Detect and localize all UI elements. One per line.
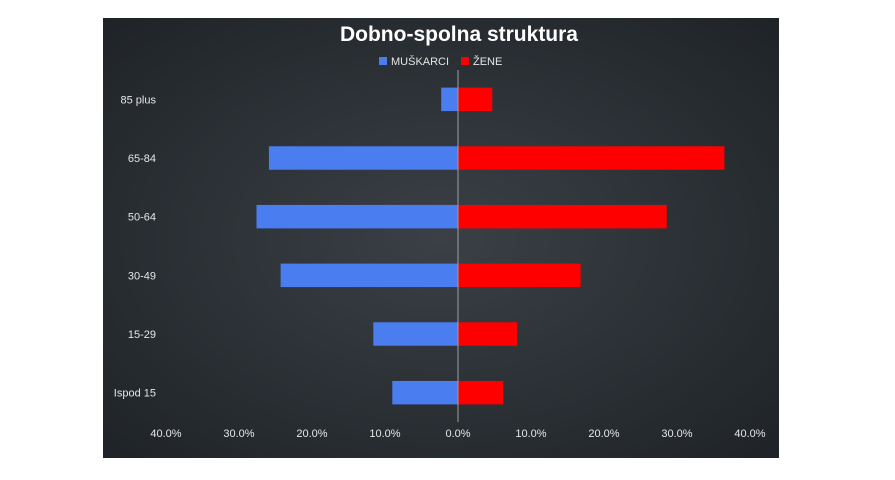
bar-zene-2 (458, 204, 667, 229)
category-labels: 85 plus 65-84 50-64 30-49 15-29 Ispod 15 (114, 94, 157, 399)
x-tick-label-5: 10.0% (515, 428, 546, 440)
bar-muskarci-2 (256, 204, 458, 229)
x-tick-label-4: 0.0% (445, 428, 470, 440)
chart-area: Dobno-spolna struktura MUŠKARCI ŽENE 85 … (103, 18, 779, 458)
category-label-2: 50-64 (128, 212, 156, 224)
bar-muskarci-1 (268, 146, 458, 170)
x-tick-label-8: 40.0% (734, 428, 765, 440)
category-label-5: Ispod 15 (114, 388, 156, 400)
x-tick-label-7: 30.0% (661, 428, 692, 440)
bar-zene-3 (458, 263, 581, 288)
legend-label-muskarci: MUŠKARCI (391, 55, 449, 68)
x-axis-tick-labels: 40.0% 30.0% 20.0% 10.0% 0.0% 10.0% 20.0% 30.0% 4… (150, 428, 765, 440)
bar-muskarci-3 (280, 263, 458, 288)
legend-label-zene: ŽENE (473, 55, 502, 68)
category-label-1: 65-84 (128, 153, 156, 165)
x-tick-label-3: 10.0% (369, 428, 400, 440)
x-tick-label-0: 40.0% (150, 428, 181, 440)
x-tick-label-6: 20.0% (588, 428, 619, 440)
category-label-0: 85 plus (121, 94, 157, 106)
category-label-3: 30-49 (128, 270, 156, 282)
bars-layer (256, 87, 725, 405)
chart-title: Dobno-spolna struktura (340, 23, 578, 46)
x-tick-label-1: 30.0% (223, 428, 254, 440)
legend-swatch-zene (461, 57, 469, 65)
legend-swatch-muskarci (379, 57, 387, 65)
bar-zene-4 (458, 322, 518, 346)
bar-muskarci-5 (392, 380, 458, 405)
x-tick-label-2: 20.0% (296, 428, 327, 440)
bar-zene-1 (458, 146, 725, 170)
bar-zene-0 (458, 87, 493, 112)
pyramid-chart: Dobno-spolna struktura MUŠKARCI ŽENE 85 … (114, 23, 766, 440)
bar-zene-5 (458, 380, 504, 405)
bar-muskarci-4 (373, 322, 458, 346)
bar-muskarci-0 (441, 87, 458, 112)
category-label-4: 15-29 (128, 329, 156, 341)
legend: MUŠKARCI ŽENE (379, 55, 502, 68)
